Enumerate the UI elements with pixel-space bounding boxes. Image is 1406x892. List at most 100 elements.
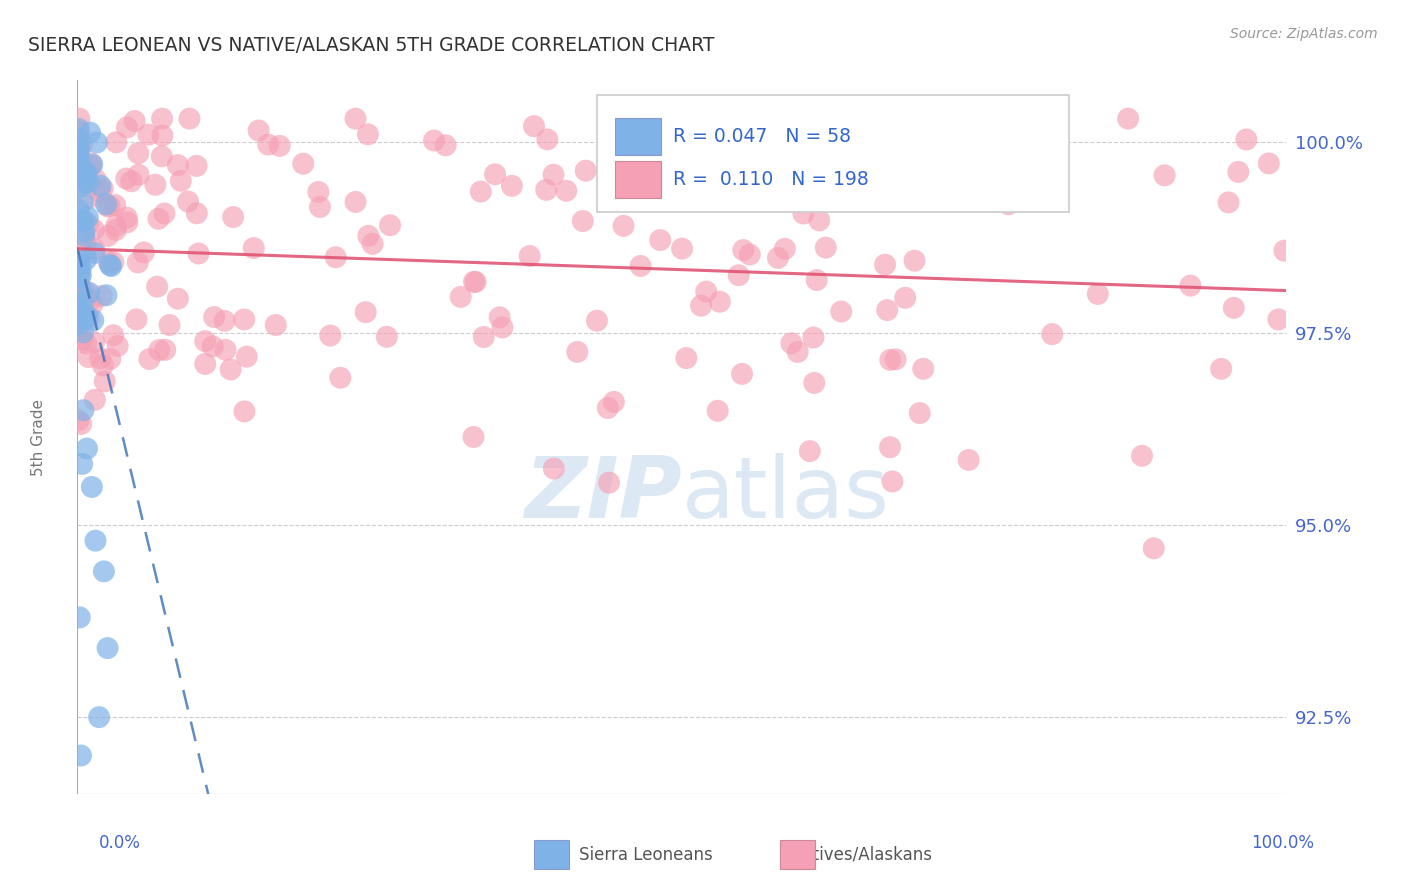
Point bbox=[586, 314, 609, 328]
Point bbox=[993, 180, 1015, 194]
Point bbox=[83, 335, 105, 350]
Point bbox=[501, 178, 523, 193]
Point bbox=[344, 194, 367, 209]
Point bbox=[76, 442, 98, 456]
Point bbox=[555, 184, 578, 198]
Point bbox=[727, 268, 749, 283]
Point bbox=[150, 112, 173, 126]
Point bbox=[94, 375, 117, 389]
Point bbox=[472, 330, 495, 344]
Bar bbox=[616, 118, 661, 155]
Point bbox=[67, 143, 90, 157]
Point bbox=[69, 285, 91, 300]
Point bbox=[1257, 156, 1279, 170]
Point bbox=[87, 710, 110, 724]
Point bbox=[994, 123, 1017, 137]
Point bbox=[808, 213, 831, 227]
Point bbox=[91, 182, 114, 196]
Point bbox=[97, 199, 120, 213]
Point bbox=[214, 314, 236, 328]
Point bbox=[89, 184, 111, 198]
Point bbox=[76, 311, 98, 326]
Point bbox=[894, 291, 917, 305]
Point bbox=[567, 345, 589, 359]
Point bbox=[83, 392, 105, 407]
Point bbox=[104, 198, 127, 212]
FancyBboxPatch shape bbox=[598, 95, 1069, 212]
Point bbox=[67, 141, 90, 155]
Point bbox=[82, 157, 104, 171]
Point bbox=[69, 167, 91, 181]
Point bbox=[69, 161, 91, 175]
Point bbox=[86, 136, 108, 150]
Point bbox=[82, 313, 104, 327]
Point bbox=[67, 317, 90, 331]
Point bbox=[69, 262, 91, 277]
Point bbox=[450, 290, 472, 304]
Text: ZIP: ZIP bbox=[524, 452, 682, 536]
Point bbox=[292, 157, 315, 171]
Point bbox=[354, 305, 377, 319]
Point bbox=[79, 160, 101, 174]
Point bbox=[166, 158, 188, 172]
Point bbox=[98, 199, 121, 213]
Point bbox=[325, 250, 347, 264]
Point bbox=[75, 234, 97, 248]
Point bbox=[177, 194, 200, 209]
Point bbox=[536, 132, 558, 146]
Point bbox=[423, 134, 446, 148]
Point bbox=[100, 259, 122, 273]
Point bbox=[89, 351, 111, 366]
Point bbox=[67, 202, 90, 217]
Point bbox=[957, 453, 980, 467]
Point bbox=[94, 197, 117, 211]
Point bbox=[706, 404, 728, 418]
Point bbox=[630, 259, 652, 273]
Point bbox=[67, 122, 90, 136]
Point bbox=[709, 294, 731, 309]
Point bbox=[264, 318, 287, 332]
Point bbox=[82, 297, 104, 311]
Point bbox=[598, 475, 620, 490]
Point bbox=[488, 310, 510, 325]
Point bbox=[79, 294, 101, 309]
Point bbox=[70, 213, 93, 227]
Point bbox=[83, 242, 105, 256]
Point bbox=[534, 183, 557, 197]
Point bbox=[575, 163, 598, 178]
Point bbox=[470, 185, 492, 199]
Point bbox=[96, 641, 118, 656]
Point bbox=[690, 299, 713, 313]
Point bbox=[98, 351, 121, 366]
Point bbox=[70, 748, 93, 763]
Point bbox=[463, 430, 485, 444]
Point bbox=[69, 180, 91, 194]
Point bbox=[222, 210, 245, 224]
Point bbox=[733, 243, 755, 257]
Point bbox=[73, 214, 96, 228]
Point bbox=[309, 200, 332, 214]
Point bbox=[675, 351, 697, 365]
Point bbox=[319, 328, 342, 343]
Point bbox=[214, 343, 236, 357]
Point bbox=[150, 149, 173, 163]
Point bbox=[105, 136, 128, 150]
Point bbox=[67, 154, 90, 169]
Point bbox=[1218, 195, 1240, 210]
Point bbox=[77, 217, 100, 231]
Point bbox=[187, 246, 209, 260]
Point bbox=[186, 206, 208, 220]
Point bbox=[523, 119, 546, 133]
Text: SIERRA LEONEAN VS NATIVE/ALASKAN 5TH GRADE CORRELATION CHART: SIERRA LEONEAN VS NATIVE/ALASKAN 5TH GRA… bbox=[28, 36, 714, 54]
Point bbox=[105, 219, 128, 233]
Point bbox=[77, 311, 100, 326]
Point bbox=[766, 251, 789, 265]
Point bbox=[115, 120, 138, 135]
Point bbox=[153, 206, 176, 220]
Point bbox=[671, 242, 693, 256]
Point bbox=[69, 169, 91, 183]
Point bbox=[67, 301, 90, 316]
Point bbox=[307, 185, 329, 199]
Point bbox=[1267, 312, 1289, 326]
Point bbox=[107, 339, 129, 353]
